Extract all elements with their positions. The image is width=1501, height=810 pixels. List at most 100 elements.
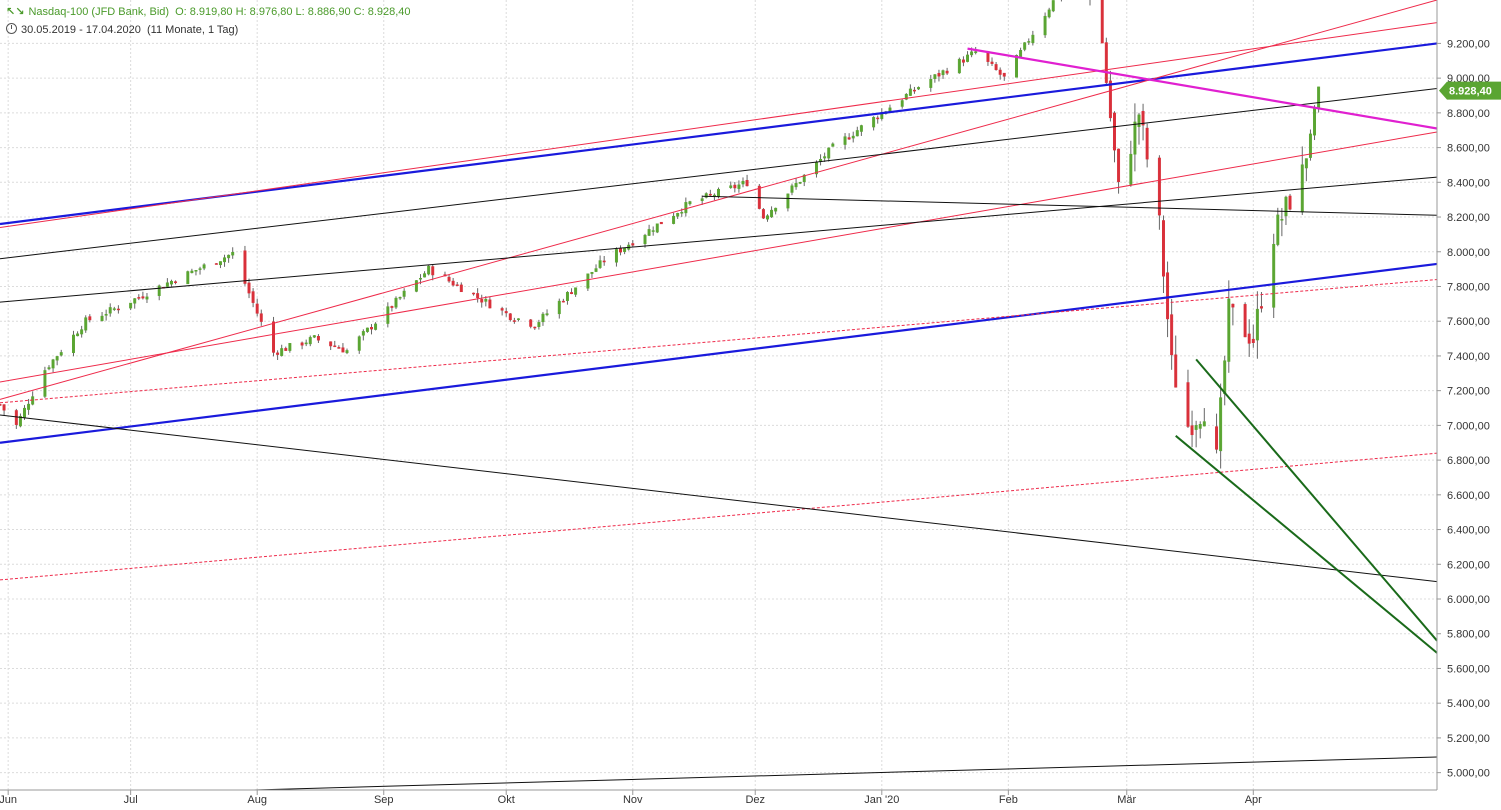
candle-down bbox=[1113, 112, 1116, 151]
candle-up bbox=[1276, 214, 1280, 245]
candle-up bbox=[827, 147, 831, 159]
x-tick-label: Jan '20 bbox=[864, 794, 899, 806]
trendline-green bbox=[1195, 358, 1438, 642]
y-tick-label: 6.000,00 bbox=[1447, 594, 1490, 606]
y-tick-label: 8.400,00 bbox=[1447, 177, 1490, 189]
trendline-green bbox=[1175, 435, 1438, 654]
y-tick-label: 5.600,00 bbox=[1447, 663, 1490, 675]
candle-up bbox=[84, 317, 88, 331]
y-tick-label: 6.200,00 bbox=[1447, 559, 1490, 571]
candle-down bbox=[137, 297, 141, 299]
candle-down bbox=[0, 404, 2, 406]
candle-down bbox=[300, 342, 304, 346]
candle-up bbox=[933, 74, 937, 79]
candle-up bbox=[541, 313, 545, 323]
trendline-black bbox=[0, 414, 1438, 583]
chart-header: ↖↘ Nasdaq-100 (JFD Bank, Bid) O: 8.919,80 … bbox=[6, 5, 411, 18]
candle-up bbox=[688, 201, 692, 205]
y-tick-label: 8.600,00 bbox=[1447, 143, 1490, 155]
candle-down bbox=[504, 311, 508, 314]
x-axis-labels: Jun Jul Aug Sep Okt Nov Dez Jan '20 Feb Mär Apr bbox=[0, 790, 1262, 806]
last-price-label: 8.928,40 bbox=[1449, 86, 1492, 98]
trendline-red-dash bbox=[0, 279, 1438, 404]
y-tick-label: 7.200,00 bbox=[1447, 386, 1490, 398]
x-tick-label: Okt bbox=[498, 794, 515, 806]
candle-down bbox=[1247, 333, 1251, 344]
instrument-title[interactable]: Nasdaq-100 (JFD Bank, Bid) bbox=[28, 6, 170, 18]
candle-down bbox=[659, 221, 663, 225]
candle-up bbox=[23, 407, 26, 418]
clock-icon bbox=[6, 23, 17, 34]
candle-up bbox=[941, 70, 945, 76]
candle-up bbox=[374, 323, 378, 330]
candle-up bbox=[770, 209, 774, 218]
candle-down bbox=[116, 308, 120, 311]
y-tick-label: 7.800,00 bbox=[1447, 281, 1490, 293]
candle-down bbox=[1002, 72, 1006, 77]
candle-up bbox=[676, 213, 680, 217]
x-tick-label: Jun bbox=[0, 794, 17, 806]
candle-down bbox=[333, 345, 337, 348]
x-tick-label: Sep bbox=[374, 794, 394, 806]
x-tick-label: Dez bbox=[745, 794, 765, 806]
candle-down bbox=[329, 341, 333, 347]
candle-up bbox=[304, 342, 308, 345]
candle-down bbox=[961, 59, 965, 63]
candle-up bbox=[1284, 196, 1288, 217]
candle-up bbox=[1019, 50, 1023, 57]
candle-up bbox=[398, 296, 402, 299]
candle-up bbox=[76, 333, 80, 337]
y-tick-label: 5.000,00 bbox=[1447, 768, 1490, 780]
candle-down bbox=[276, 352, 280, 355]
trendline-blue bbox=[0, 42, 1438, 226]
candle-up bbox=[545, 313, 549, 316]
candle-up bbox=[655, 223, 659, 233]
x-tick-label: Feb bbox=[999, 794, 1018, 806]
candle-down bbox=[876, 117, 880, 120]
candle-up bbox=[970, 51, 974, 56]
y-tick-label: 6.800,00 bbox=[1447, 455, 1490, 467]
candle-down bbox=[945, 70, 949, 74]
candle-down bbox=[2, 404, 6, 411]
candle-down bbox=[708, 193, 712, 196]
candle-up bbox=[145, 296, 149, 300]
candle-up bbox=[345, 350, 349, 354]
candle-down bbox=[1174, 354, 1178, 388]
candle-up bbox=[974, 51, 978, 54]
candle-down bbox=[214, 263, 218, 265]
candle-down bbox=[370, 327, 373, 330]
candle-up bbox=[843, 136, 847, 145]
candle-down bbox=[284, 348, 288, 351]
y-tick-label: 6.400,00 bbox=[1447, 525, 1490, 537]
y-tick-label: 5.800,00 bbox=[1447, 629, 1490, 641]
x-tick-label: Nov bbox=[623, 794, 643, 806]
candle-up bbox=[516, 318, 520, 320]
candle-up bbox=[1031, 34, 1035, 44]
candle-down bbox=[994, 64, 998, 70]
date-range: 30.05.2019 - 17.04.2020 bbox=[21, 24, 141, 36]
candle-up bbox=[831, 143, 835, 147]
candle-down bbox=[761, 209, 765, 219]
candle-up bbox=[1280, 219, 1284, 221]
trendline-red bbox=[0, 131, 1438, 383]
candle-down bbox=[451, 280, 455, 286]
candle-up bbox=[1255, 308, 1259, 341]
candle-down bbox=[141, 296, 145, 299]
candle-up bbox=[790, 185, 794, 193]
candle-up bbox=[1227, 298, 1231, 362]
candle-up bbox=[1272, 243, 1276, 308]
trendline-black bbox=[0, 176, 1438, 303]
candle-up bbox=[823, 156, 827, 159]
candle-up bbox=[1304, 158, 1308, 169]
candle-up bbox=[223, 257, 227, 263]
candle-down bbox=[500, 308, 504, 311]
candle-down bbox=[472, 292, 476, 295]
candle-down bbox=[174, 281, 178, 283]
candle-down bbox=[1162, 220, 1165, 277]
candle-up bbox=[737, 184, 741, 189]
period-length: (11 Monate, 1 Tag) bbox=[147, 24, 239, 36]
candle-down bbox=[480, 299, 484, 303]
candle-up bbox=[1308, 133, 1312, 158]
candle-up bbox=[590, 271, 594, 274]
